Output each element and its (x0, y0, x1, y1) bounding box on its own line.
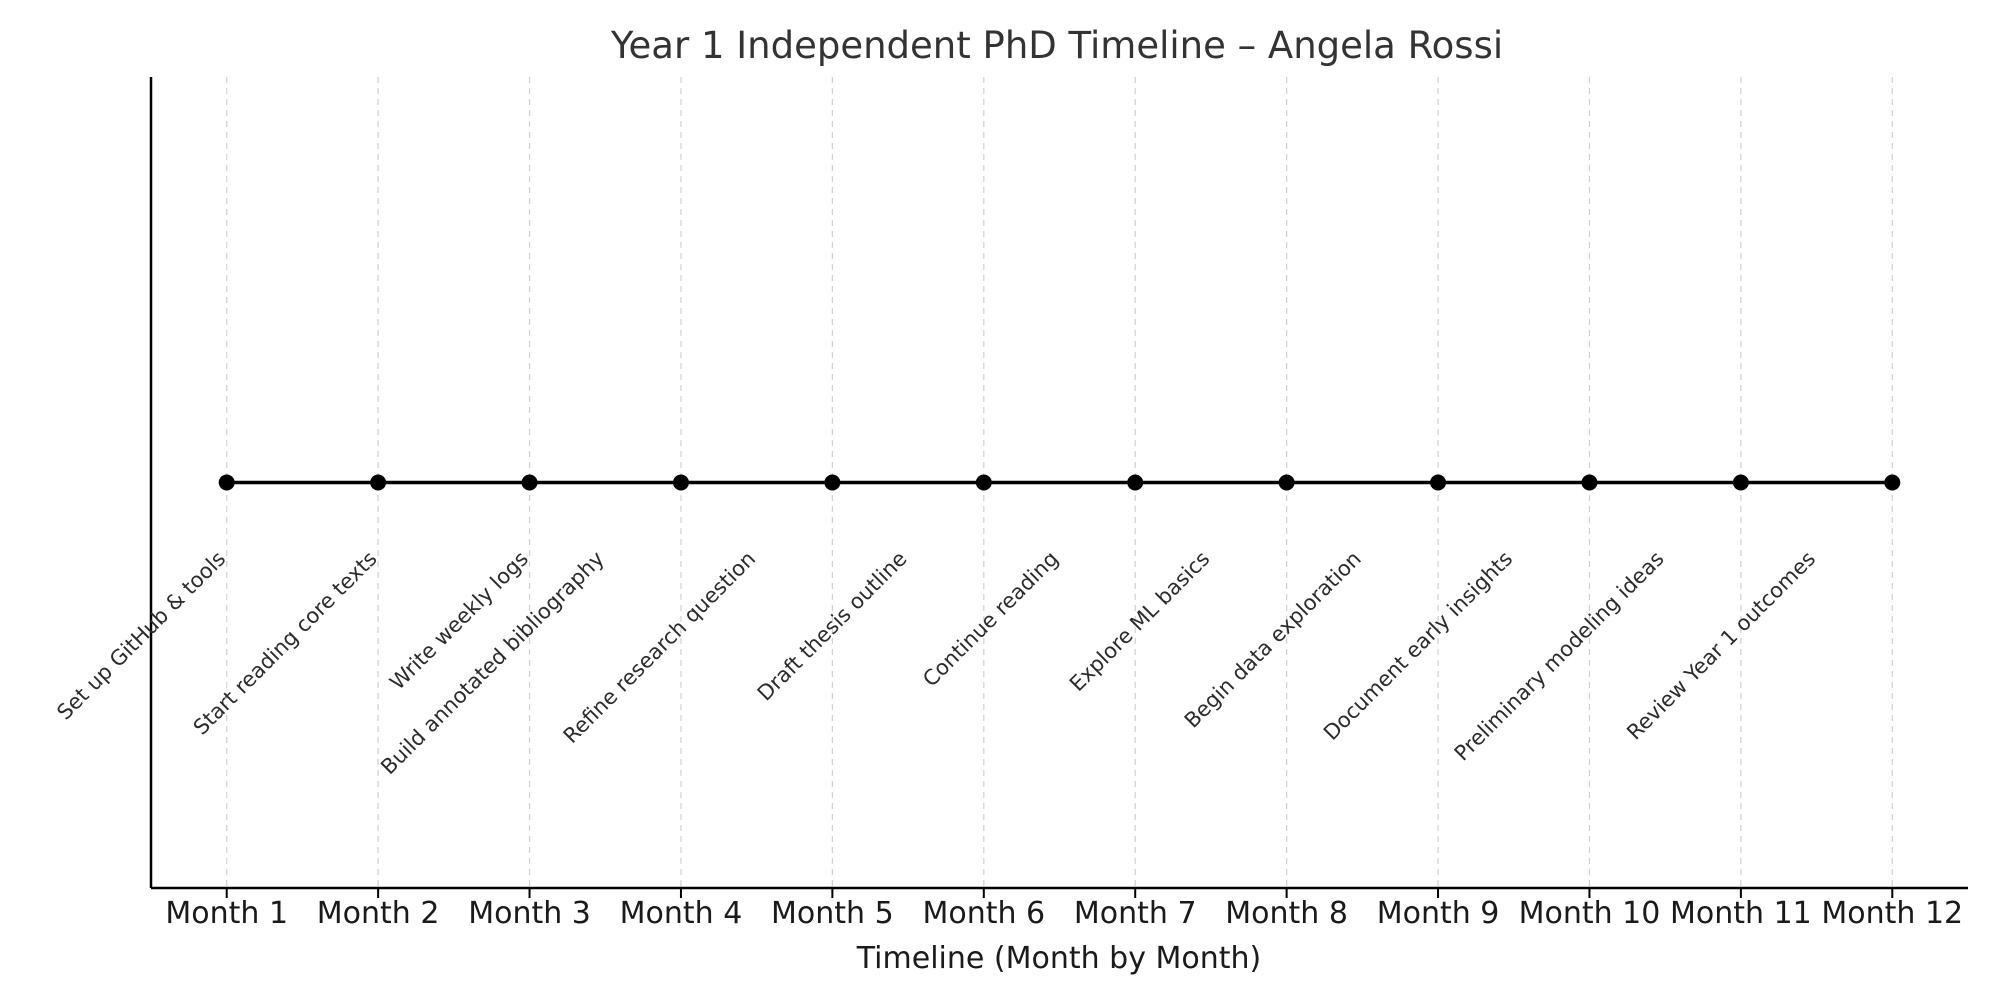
timeline-point (975, 474, 992, 491)
event-label: Write weekly logs (385, 547, 533, 695)
x-tick-label: Month 2 (317, 896, 440, 931)
x-tick-label: Month 4 (620, 896, 743, 931)
timeline-point (824, 474, 841, 491)
event-label: Draft thesis outline (753, 547, 912, 706)
x-tick-label: Month 6 (922, 896, 1045, 931)
grid-lines (226, 77, 1893, 888)
timeline-point (218, 474, 235, 491)
timeline-point (1430, 474, 1447, 491)
event-label: Explore ML basics (1065, 547, 1215, 697)
timeline-point (521, 474, 538, 491)
event-label: Begin data exploration (1180, 547, 1366, 733)
x-ticks (225, 888, 1894, 898)
timeline-point (1884, 474, 1901, 491)
x-tick-labels: Month 1 Month 2 Month 3 Month 4 Month 5 Month… (165, 896, 1963, 931)
timeline-series (218, 474, 1901, 491)
timeline-point (672, 474, 689, 491)
x-tick-label: Month 3 (468, 896, 591, 931)
x-tick-label: Month 1 (165, 896, 288, 931)
x-tick-label: Month 9 (1377, 896, 1500, 931)
timeline-point (1732, 474, 1749, 491)
x-axis-label: Timeline (Month by Month) (856, 941, 1261, 976)
x-tick-label: Month 8 (1225, 896, 1348, 931)
x-tick-label: Month 5 (771, 896, 894, 931)
x-tick-label: Month 12 (1821, 896, 1963, 931)
timeline-point (1127, 474, 1144, 491)
event-label: Continue reading (918, 547, 1063, 692)
x-tick-label: Month 11 (1670, 896, 1812, 931)
x-tick-label: Month 10 (1519, 896, 1661, 931)
chart-title: Year 1 Independent PhD Timeline – Angela… (610, 24, 1503, 67)
timeline-point (1278, 474, 1295, 491)
timeline-point (370, 474, 387, 491)
event-label: Set up GitHub & tools (52, 547, 230, 725)
x-tick-label: Month 7 (1074, 896, 1197, 931)
timeline-point (1581, 474, 1598, 491)
